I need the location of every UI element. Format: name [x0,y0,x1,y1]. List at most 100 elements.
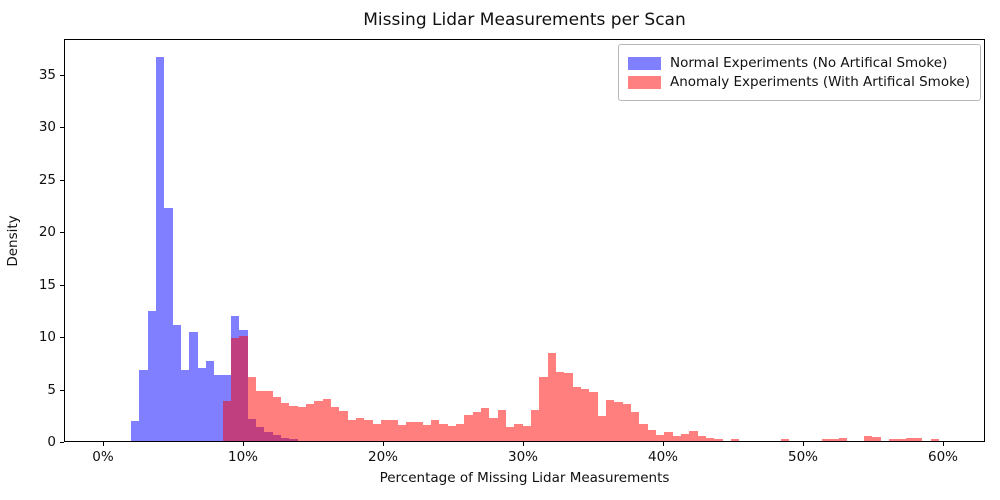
histogram-bar [314,401,323,441]
legend: Normal Experiments (No Artifical Smoke) … [618,44,981,101]
histogram-bar [580,388,590,441]
histogram-bar [730,439,740,441]
histogram-bar [331,406,340,441]
histogram-bar [822,438,831,441]
legend-row-anomaly: Anomaly Experiments (With Artifical Smok… [628,74,970,90]
histogram-bar [214,374,223,441]
histogram-bar [889,439,898,441]
x-tick-mark [523,442,524,446]
histogram-bar [239,336,248,441]
x-tick-label: 10% [227,449,258,465]
histogram-bar [405,422,415,441]
y-tick-mark [60,389,64,391]
histogram-bar [356,417,365,441]
histogram-bar [205,361,215,441]
histogram-bar [231,338,240,441]
x-tick-label: 50% [787,449,818,465]
y-tick-label: 5 [47,381,56,398]
x-tick-mark [943,442,944,446]
histogram-bar [614,402,623,441]
y-tick-mark [60,232,64,234]
x-tick-label: 0% [92,449,114,465]
y-tick-label: 0 [47,434,56,450]
histogram-bar [430,420,440,441]
histogram-bar [480,408,490,441]
x-tick-mark [663,442,664,446]
x-tick-mark [103,442,104,446]
y-tick-mark [60,127,64,129]
histogram-bar [630,412,640,441]
histogram-bar [514,424,523,441]
histogram-bar [672,435,681,441]
histogram-bar [639,424,648,441]
plot-area [64,39,985,442]
histogram-bar [464,414,473,441]
histogram-bar [572,387,581,441]
histogram-bar [780,439,790,441]
histogram-bar [905,438,915,441]
histogram-bar [256,390,265,441]
histogram-bar [839,438,848,441]
histogram-bar [530,409,540,441]
histogram-bar [539,376,548,441]
chart-title: Missing Lidar Measurements per Scan [363,10,686,30]
y-tick-label: 25 [38,171,56,188]
y-tick-mark [60,337,64,339]
x-tick-label: 40% [647,449,678,465]
x-tick-label: 20% [367,449,398,465]
x-axis-label: Percentage of Missing Lidar Measurements [379,470,670,486]
y-tick-label: 35 [38,66,56,83]
y-axis-label: Density [5,215,21,267]
histogram-bar [339,410,348,441]
x-tick-label: 60% [927,449,958,465]
histogram-bar [372,424,381,441]
histogram-bar [547,352,556,441]
histogram-bar [131,421,140,441]
histogram-bar [455,423,465,441]
histogram-bar [655,435,665,441]
histogram-bar [472,412,481,441]
histogram-bar [397,425,406,441]
x-tick-mark [243,442,244,446]
histogram-bar [714,439,723,441]
histogram-bar [705,438,715,441]
x-tick-label: 30% [507,449,538,465]
histogram-bar [664,431,673,441]
histogram-bar [264,391,273,441]
histogram-bar [172,324,181,441]
y-tick-label: 15 [38,276,56,293]
y-tick-label: 20 [38,224,56,241]
histogram-bar [605,400,615,441]
histogram-bar [505,427,515,441]
histogram-bar [272,396,282,441]
histogram-bar [447,426,456,441]
histogram-bar [680,434,690,441]
histogram-bar [555,371,565,441]
x-tick-mark [383,442,384,446]
histogram-bar [414,422,423,441]
y-tick-label: 30 [38,119,56,136]
legend-label-anomaly: Anomaly Experiments (With Artifical Smok… [670,74,970,90]
x-tick-mark [803,442,804,446]
histogram-bar [197,367,206,441]
histogram-bar [589,391,598,441]
histogram-bar [347,420,356,441]
histogram-bar [422,425,431,441]
histogram-bar [522,425,531,441]
legend-label-normal: Normal Experiments (No Artifical Smoke) [670,55,948,71]
y-tick-mark [60,179,64,181]
histogram-bar [281,403,290,441]
legend-row-normal: Normal Experiments (No Artifical Smoke) [628,55,970,71]
histogram-bar [289,406,298,441]
anomaly-histogram-layer [65,40,984,441]
histogram-bar [689,430,698,441]
y-tick-label: 10 [38,329,56,346]
histogram-bar [181,369,190,441]
histogram-bar [564,373,573,441]
histogram-bar [489,417,498,441]
histogram-bar [914,438,923,441]
histogram-bar [380,420,390,441]
histogram-bar [497,409,506,441]
histogram-bar [622,403,631,441]
